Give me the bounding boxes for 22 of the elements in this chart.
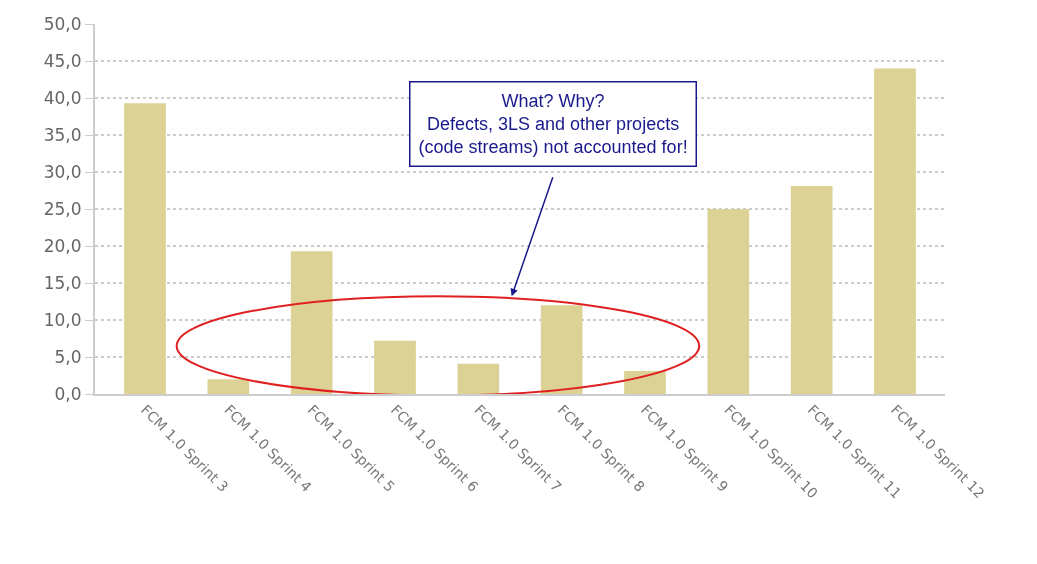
bar <box>124 103 166 394</box>
y-tick-label: 45,0 <box>43 50 82 71</box>
bar <box>540 305 583 394</box>
y-tick-label: 15,0 <box>43 272 82 293</box>
y-tick-label: 50,0 <box>43 13 82 34</box>
bar <box>207 379 250 394</box>
y-tick-label: 10,0 <box>43 309 82 330</box>
y-tick-label: 30,0 <box>43 161 82 182</box>
y-tick-label: 0,0 <box>54 383 82 404</box>
bar <box>624 371 666 394</box>
bar <box>457 363 500 394</box>
bar <box>374 340 416 394</box>
annotation: What? Why? Defects, 3LS and other projects (code streams) not accounted for! <box>418 90 688 158</box>
bar <box>290 251 333 394</box>
bar <box>707 209 750 394</box>
bar <box>874 68 916 394</box>
y-tick-label: 5,0 <box>54 346 82 367</box>
y-tick-label: 40,0 <box>43 87 82 108</box>
y-tick-label: 20,0 <box>43 235 82 256</box>
bar <box>790 186 833 394</box>
y-tick-label: 25,0 <box>43 198 82 219</box>
y-tick-label: 35,0 <box>43 124 82 145</box>
